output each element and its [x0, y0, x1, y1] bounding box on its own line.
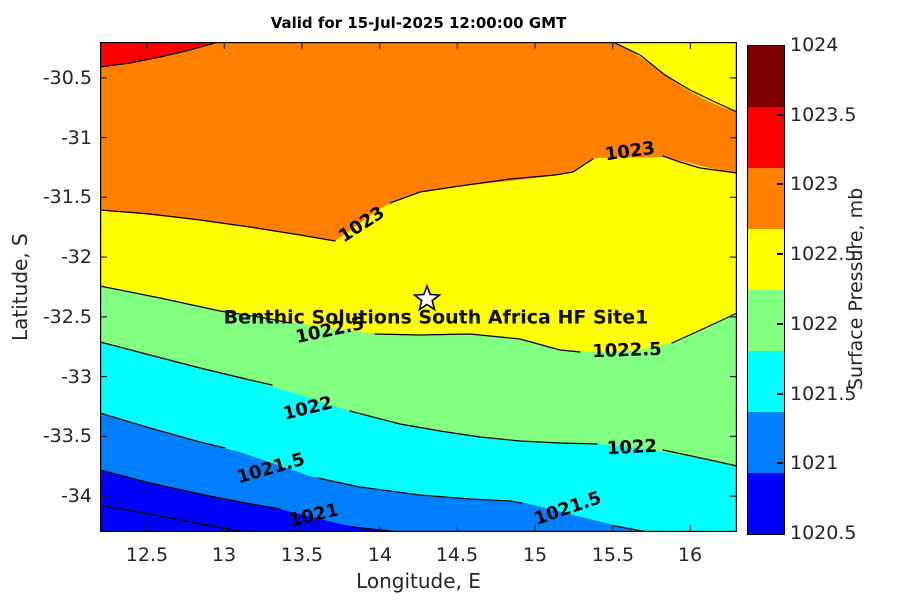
pressure-band-fill-blue: [100, 413, 648, 532]
colorbar-band: [748, 290, 784, 351]
colorbar-band: [748, 107, 784, 168]
isobar-1020.5-line: [100, 504, 246, 532]
colorbar-axis-label: Surface Pressure, mb: [845, 187, 867, 391]
isobar-1022-line-b: [349, 410, 598, 445]
colorbar-tick-label: 1023.5: [790, 104, 857, 126]
y-tick-label: -31: [60, 127, 92, 149]
x-axis-top-ticks: [146, 42, 691, 49]
pressure-band-fill-darkblue: [100, 470, 400, 532]
colorbar-tick-label: 1020.5: [790, 522, 857, 544]
y-axis-label: Latitude, S: [8, 233, 32, 341]
x-tick-label: 14.5: [435, 544, 479, 566]
colorbar-tick: [777, 462, 783, 464]
colorbar-tick: [777, 393, 783, 395]
colorbar-band: [748, 351, 784, 412]
pressure-band-fill-orange: [100, 42, 737, 241]
y-axis-right-ticks: [730, 77, 737, 497]
x-tick-label: 16: [677, 544, 703, 566]
colorbar-tick: [777, 323, 783, 325]
isobar-lines: [100, 42, 737, 532]
colorbar-band: [748, 473, 784, 534]
x-axis-bottom-ticks: [146, 525, 691, 532]
isobar-1023-line-a: [100, 209, 336, 242]
isobar-1021-line-a: [100, 469, 281, 510]
figure-title: Valid for 15-Jul-2025 12:00:00 GMT: [270, 14, 567, 32]
x-tick-label: 12.5: [125, 544, 169, 566]
isobar-1023-line-b: [389, 158, 594, 204]
colorbar-tick-label: 1022.5: [790, 243, 857, 265]
axis-ticks: [100, 42, 737, 532]
colorbar-tick-label: 1021.5: [790, 383, 857, 405]
colorbar: [747, 45, 785, 535]
y-tick-label: -34: [60, 485, 92, 507]
x-tick-label: 13.5: [280, 544, 324, 566]
colorbar-tick: [777, 183, 783, 185]
pressure-band-fill-green: [100, 286, 737, 466]
isobar-1022.5-line-b: [374, 333, 581, 353]
colorbar-band: [748, 46, 784, 107]
x-tick-label: 15.5: [591, 544, 635, 566]
plot-border: [100, 42, 737, 532]
colorbar-tick: [777, 114, 783, 116]
y-tick-label: -32: [60, 246, 92, 268]
colorbar-tick: [777, 253, 783, 255]
isobar-label: 1022.5: [592, 339, 662, 362]
y-tick-label: -30.5: [42, 67, 92, 89]
isobar-1022.5-line-a: [100, 285, 291, 324]
pressure-band-fill-cyan: [100, 342, 737, 532]
pressure-band-fill-red: [100, 42, 218, 67]
colorbar-tick-label: 1024: [790, 34, 839, 56]
isobar-1022.5-line-c: [671, 312, 737, 344]
x-tick-label: 14: [367, 544, 393, 566]
x-axis-label: Longitude, E: [356, 569, 481, 593]
colorbar-tick-label: 1021: [790, 452, 839, 474]
y-tick-label: -32.5: [42, 306, 92, 328]
colorbar-tick-label: 1023: [790, 173, 839, 195]
y-tick-label: -33: [60, 366, 92, 388]
x-tick-label: 13: [211, 544, 237, 566]
isobar-1021.5-line-a: [100, 412, 226, 449]
isobar-1023.5-line: [100, 42, 219, 68]
isobar-1022-line-c: [662, 449, 737, 467]
isobar-1023-upper-line: [612, 42, 737, 113]
isobar-1021.5-line-b: [317, 477, 523, 504]
colorbar-band: [748, 168, 784, 229]
isobar-label: 1022: [606, 436, 657, 460]
contour-map: 1023 1023 1022.5 1022.5 1022 1022 1021.5…: [100, 42, 737, 532]
y-axis-left-ticks: [100, 77, 107, 497]
isobar-1023-line-c: [662, 155, 737, 174]
star-marker-icon: [412, 283, 442, 312]
x-tick-label: 15: [522, 544, 548, 566]
colorbar-tick-label: 1022: [790, 313, 839, 335]
site-label: Benthic Solutions South Africa HF Site1: [224, 307, 649, 329]
y-tick-label: -31.5: [42, 186, 92, 208]
colorbar-band: [748, 229, 784, 290]
y-tick-label: -33.5: [42, 425, 92, 447]
isobar-1022-line-a: [100, 341, 273, 386]
